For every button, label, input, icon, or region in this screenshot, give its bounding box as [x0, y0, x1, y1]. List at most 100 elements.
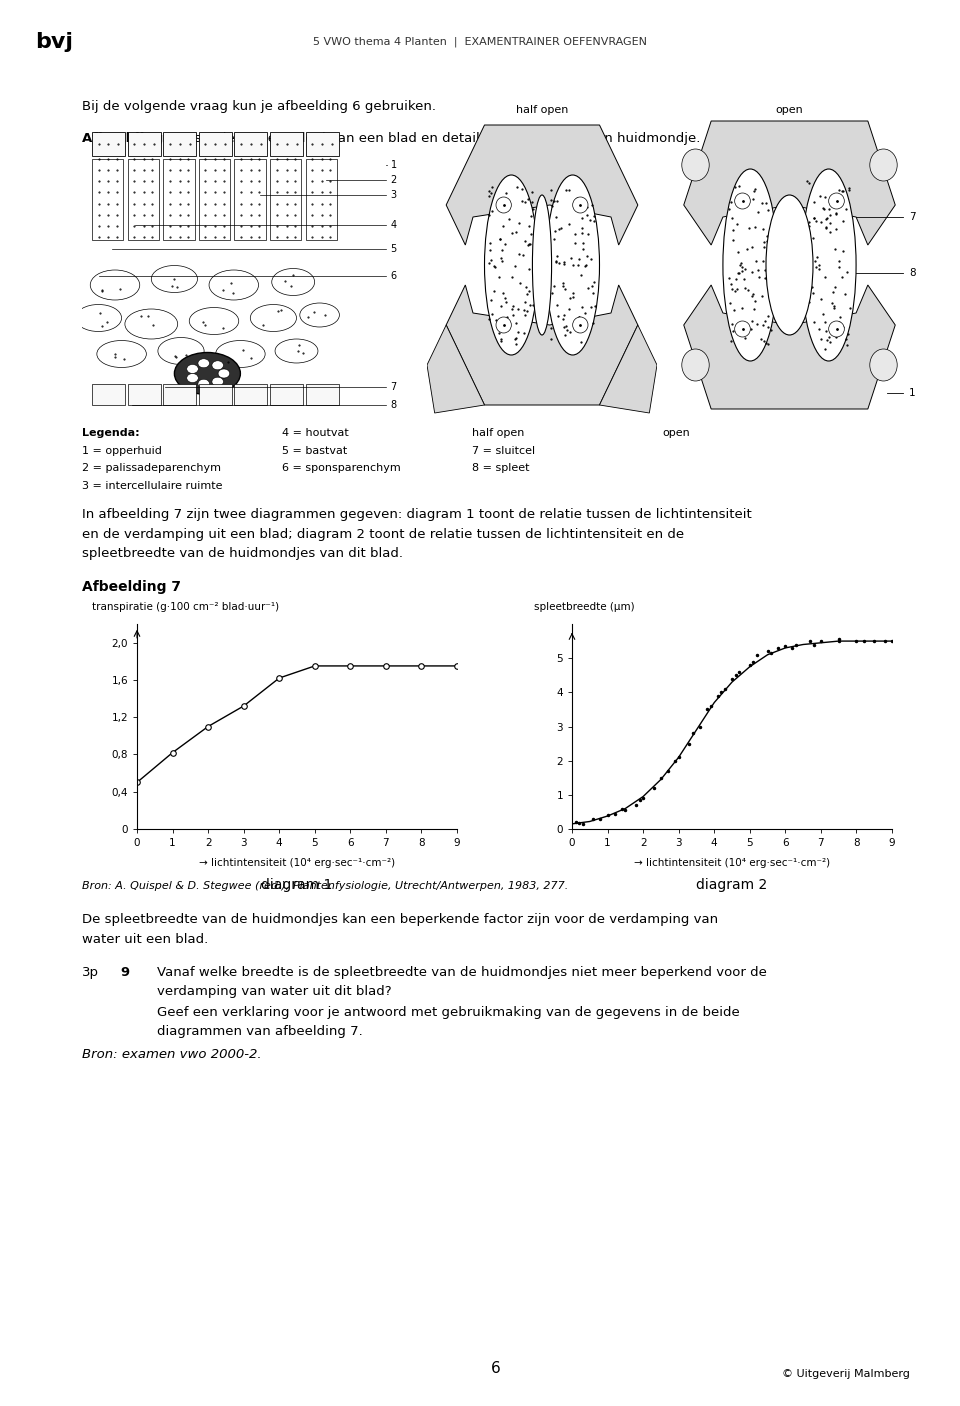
Ellipse shape	[198, 380, 209, 388]
Polygon shape	[446, 125, 637, 245]
Text: 1 = opperhuid: 1 = opperhuid	[82, 446, 162, 456]
Text: Vanaf welke breedte is de spleetbreedte van de huidmondjes niet meer beperkend v: Vanaf welke breedte is de spleetbreedte …	[157, 966, 767, 979]
Text: 3: 3	[391, 190, 396, 200]
Ellipse shape	[870, 349, 898, 381]
Ellipse shape	[212, 377, 224, 387]
Polygon shape	[427, 325, 485, 413]
Bar	[270, 159, 301, 240]
Text: 3p: 3p	[82, 966, 99, 979]
Ellipse shape	[218, 368, 229, 378]
Text: Geef een verklaring voor je antwoord met gebruikmaking van de gegevens in de bei: Geef een verklaring voor je antwoord met…	[157, 1007, 740, 1019]
Ellipse shape	[723, 169, 778, 361]
Ellipse shape	[212, 361, 224, 370]
Polygon shape	[684, 285, 896, 409]
Ellipse shape	[216, 340, 265, 367]
Text: 8: 8	[391, 399, 396, 411]
Text: open: open	[662, 427, 689, 439]
Ellipse shape	[496, 197, 512, 212]
Text: 7: 7	[909, 212, 916, 222]
Text: Bron: examen vwo 2000-2.: Bron: examen vwo 2000-2.	[82, 1047, 262, 1062]
Text: 5: 5	[391, 245, 396, 254]
Ellipse shape	[125, 309, 178, 339]
Text: De spleetbreedte van de huidmondjes kan een beperkende factor zijn voor de verda: De spleetbreedte van de huidmondjes kan …	[82, 912, 718, 927]
Polygon shape	[446, 285, 637, 405]
Text: 2 = palissadeparenchym: 2 = palissadeparenchym	[82, 463, 221, 472]
Bar	[270, 132, 303, 156]
Text: Afbeelding 7: Afbeelding 7	[82, 581, 181, 593]
Bar	[92, 132, 125, 156]
Text: en de verdamping uit een blad; diagram 2 toont de relatie tussen de lichtintensi: en de verdamping uit een blad; diagram 2…	[82, 527, 684, 540]
Text: spleetbreedte (μm): spleetbreedte (μm)	[534, 602, 635, 612]
Polygon shape	[684, 121, 896, 245]
Bar	[199, 132, 231, 156]
Ellipse shape	[573, 316, 588, 333]
Ellipse shape	[734, 321, 751, 337]
Text: 7: 7	[391, 382, 396, 392]
Ellipse shape	[682, 349, 709, 381]
Ellipse shape	[90, 270, 140, 299]
Ellipse shape	[218, 368, 229, 378]
Text: 4: 4	[391, 219, 396, 231]
Text: water uit een blad.: water uit een blad.	[82, 934, 208, 946]
Bar	[234, 384, 268, 405]
Text: 3 = intercellulaire ruimte: 3 = intercellulaire ruimte	[82, 481, 223, 491]
Text: 5 VWO thema 4 Planten  |  EXAMENTRAINER OEFENVRAGEN: 5 VWO thema 4 Planten | EXAMENTRAINER OE…	[313, 37, 647, 46]
Ellipse shape	[533, 195, 552, 335]
Ellipse shape	[573, 197, 588, 212]
Bar	[199, 384, 231, 405]
Text: diagrammen van afbeelding 7.: diagrammen van afbeelding 7.	[157, 1025, 363, 1039]
Text: Bij de volgende vraag kun je afbeelding 6 gebruiken.: Bij de volgende vraag kun je afbeelding …	[82, 100, 436, 112]
Ellipse shape	[300, 304, 340, 328]
Ellipse shape	[828, 321, 845, 337]
Text: 7 = sluitcel: 7 = sluitcel	[472, 446, 535, 456]
Text: transpiratie (g·100 cm⁻² blad·uur⁻¹): transpiratie (g·100 cm⁻² blad·uur⁻¹)	[92, 602, 279, 612]
Ellipse shape	[198, 359, 209, 368]
Text: 4 = houtvat: 4 = houtvat	[282, 427, 348, 439]
Ellipse shape	[152, 266, 198, 292]
Text: open: open	[776, 105, 804, 115]
Bar	[305, 384, 339, 405]
Ellipse shape	[496, 316, 512, 333]
Ellipse shape	[533, 195, 552, 335]
Ellipse shape	[734, 193, 751, 209]
Text: 1: 1	[391, 160, 396, 170]
Bar	[163, 132, 196, 156]
Bar	[305, 132, 339, 156]
Text: spleetbreedte van de huidmondjes van dit blad.: spleetbreedte van de huidmondjes van dit…	[82, 547, 403, 560]
Text: Bron: A. Quispel & D. Stegwee (red.), Plantenfysiologie, Utrecht/Antwerpen, 1983: Bron: A. Quispel & D. Stegwee (red.), Pl…	[82, 882, 568, 891]
Bar	[163, 159, 195, 240]
Text: Afbeelding 6: Afbeelding 6	[82, 132, 178, 145]
Text: 9: 9	[120, 966, 130, 979]
Bar	[199, 159, 230, 240]
Ellipse shape	[209, 270, 258, 299]
Ellipse shape	[189, 308, 239, 335]
Text: → lichtintensiteit (10⁴ erg·sec⁻¹·cm⁻²): → lichtintensiteit (10⁴ erg·sec⁻¹·cm⁻²)	[199, 858, 396, 868]
Bar	[128, 159, 159, 240]
Ellipse shape	[157, 337, 204, 364]
Ellipse shape	[546, 174, 599, 354]
Text: Doorsnede van een deel van een blad en detailtekeningen van een huidmondje.: Doorsnede van een deel van een blad en d…	[154, 132, 701, 145]
Text: diagram 2: diagram 2	[696, 879, 768, 893]
Text: © Uitgeverij Malmberg: © Uitgeverij Malmberg	[782, 1369, 910, 1379]
Bar	[163, 384, 196, 405]
Bar	[234, 132, 268, 156]
Text: 6 = sponsparenchym: 6 = sponsparenchym	[282, 463, 400, 472]
Ellipse shape	[187, 364, 199, 374]
Text: diagram 1: diagram 1	[261, 879, 333, 893]
Text: Legenda:: Legenda:	[82, 427, 139, 439]
Text: half open: half open	[516, 105, 568, 115]
Ellipse shape	[97, 340, 146, 367]
Ellipse shape	[766, 195, 813, 335]
Bar	[128, 384, 160, 405]
Polygon shape	[599, 325, 657, 413]
Text: 8: 8	[909, 269, 916, 278]
Text: verdamping van water uit dit blad?: verdamping van water uit dit blad?	[157, 986, 392, 998]
Text: 6: 6	[492, 1361, 501, 1376]
Text: 2: 2	[391, 174, 396, 186]
Ellipse shape	[76, 305, 122, 332]
Text: 1: 1	[909, 388, 916, 398]
Text: 8 = spleet: 8 = spleet	[472, 463, 530, 472]
Ellipse shape	[802, 169, 856, 361]
Text: half open: half open	[472, 427, 524, 439]
Ellipse shape	[870, 149, 898, 181]
